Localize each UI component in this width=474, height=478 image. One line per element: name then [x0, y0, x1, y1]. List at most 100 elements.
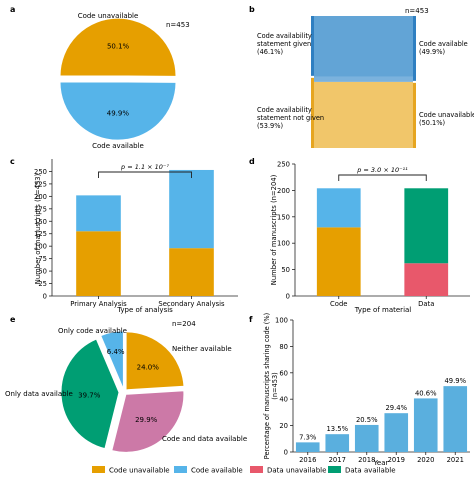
legend-label-0: Code unavailable: [109, 467, 170, 475]
y-tick-label-8: 200: [34, 193, 47, 201]
bar-secondary-analysis-1: [169, 169, 214, 249]
panel-letter-c: c: [10, 157, 15, 166]
y-tick-label-3: 60: [279, 369, 288, 377]
legend-swatch-2: [250, 466, 263, 473]
panel-f-bar-chart: 0 20 40 60 80 100 7.3% 2016 13.5% 2017 20.5% 2018 29…: [263, 313, 470, 467]
y-tick-label-0: 0: [284, 449, 288, 457]
y-tick-label-5: 125: [34, 230, 47, 238]
y-tick-label-4: 200: [277, 187, 290, 195]
sankey-node-available: [413, 16, 416, 81]
pie-slice-label-0: Only code available: [58, 327, 127, 335]
x-tick-label-0: Code: [330, 300, 347, 308]
shared-legend: Code unavailable Code available Data unava…: [92, 466, 396, 475]
pie-slice-1: [125, 331, 185, 391]
pie-value-label-0: 50.1%: [107, 42, 130, 50]
legend-swatch-3: [328, 466, 341, 473]
legend-label-1: Code available: [191, 467, 243, 475]
pie-slice-3: [60, 338, 120, 450]
bar-2020: [413, 398, 438, 452]
bar-value-label-2: 20.5%: [356, 416, 378, 424]
sample-size-label: n=453: [405, 7, 429, 15]
x-tick-label-4: 2020: [417, 456, 434, 464]
sankey-node-given: [311, 16, 314, 76]
x-tick-label-3: 2019: [388, 456, 405, 464]
bar-2019: [384, 413, 409, 452]
bar-secondary-analysis-0: [169, 248, 214, 296]
bar-code-1: [316, 188, 361, 228]
y-tick-label-9: 225: [34, 180, 47, 188]
sample-size-label: n=204: [172, 320, 196, 328]
y-tick-label-0: 0: [43, 293, 47, 301]
y-axis-label: Number of manuscripts (n=204): [270, 174, 278, 285]
x-tick-label-2: 2018: [358, 456, 375, 464]
pie-value-label-3: 39.7%: [78, 392, 101, 400]
sankey-flow-not-given-to-unavailable: [314, 81, 413, 148]
bar-value-label-5: 49.9%: [444, 377, 466, 385]
panel-letter-f: f: [249, 315, 253, 324]
pie-slice-label-2: Code and data available: [162, 435, 247, 443]
bar-value-label-3: 29.4%: [385, 404, 407, 412]
bar-2016: [295, 442, 320, 452]
y-tick-label-5: 100: [275, 317, 288, 325]
x-axis-label: Type of analysis: [116, 306, 173, 314]
bar-value-label-1: 13.5%: [326, 425, 348, 433]
sankey-right-label-0-line1: Code available: [419, 40, 468, 48]
bar-data-1: [404, 188, 449, 264]
x-axis-label: Year: [373, 459, 389, 467]
bar-data-0: [404, 263, 449, 296]
y-tick-label-2: 40: [279, 396, 288, 404]
bar-primary-analysis-0: [76, 231, 121, 296]
legend-label-2: Data unavailable: [267, 467, 326, 475]
sankey-right-label-0-line2: (49.9%): [419, 48, 445, 56]
y-tick-label-3: 75: [38, 255, 47, 263]
panel-a-pie-chart: 50.1% 49.9% Code unavailable Code available…: [59, 12, 190, 150]
sankey-node-not-given: [311, 77, 314, 148]
bar-2021: [443, 386, 468, 452]
bar-value-label-4: 40.6%: [415, 389, 437, 397]
panel-c-p-value: p = 1.1 × 10⁻⁷: [120, 163, 169, 171]
y-tick-label-1: 25: [38, 280, 47, 288]
legend-label-3: Data available: [345, 467, 396, 475]
panel-letter-a: a: [10, 5, 15, 14]
bar-2017: [325, 434, 350, 452]
bar-2018: [354, 424, 379, 452]
sankey-right-label-1-line1: Code unavailable: [419, 111, 474, 119]
pie-value-label-1: 49.9%: [107, 110, 130, 118]
x-axis-label: Type of material: [354, 306, 412, 314]
bar-primary-analysis-1: [76, 195, 121, 232]
panel-d-bar-chart: 0 50 100 150 200 250 Code Data p = 3.0 × 10⁻¹¹ Ty…: [270, 161, 470, 314]
panel-d-bracket: [338, 174, 427, 181]
sankey-left-label-1-line1: Code availability: [257, 106, 312, 114]
y-axis-label-line1: Percentage of manuscripts sharing code (…: [263, 313, 271, 459]
panel-c-bracket: [98, 171, 192, 178]
y-tick-label-4: 100: [34, 243, 47, 251]
pie-slice-label-3: Only data available: [5, 390, 73, 398]
pie-value-label-1: 24.0%: [137, 364, 160, 372]
y-tick-label-1: 50: [281, 266, 290, 274]
pie-slice-label-0: Code unavailable: [78, 12, 139, 20]
sankey-left-label-1-line3: (53.9%): [257, 122, 283, 130]
sankey-left-label-1-line2: statement not given: [257, 114, 324, 122]
sankey-left-label-0-line1: Code availability: [257, 32, 312, 40]
panel-letter-d: d: [249, 157, 255, 166]
y-tick-label-1: 20: [279, 422, 288, 430]
pie-slice-0: [100, 330, 124, 390]
y-tick-label-10: 250: [34, 168, 47, 176]
sankey-flow-not-given-to-available: [314, 76, 413, 82]
x-tick-label-1: 2017: [329, 456, 346, 464]
y-tick-label-4: 80: [279, 343, 288, 351]
y-tick-label-2: 50: [38, 268, 47, 276]
pie-slice-2: [111, 390, 185, 453]
sample-size-label: n=453: [166, 21, 190, 29]
pie-value-label-0: 6.4%: [107, 348, 125, 356]
pie-slice-label-1: Code available: [92, 142, 144, 150]
y-tick-label-0: 0: [286, 293, 290, 301]
panel-letter-e: e: [10, 315, 16, 324]
pie-slice-0: [59, 17, 177, 77]
panel-d-p-value: p = 3.0 × 10⁻¹¹: [356, 166, 408, 174]
sankey-left-label-0-line3: (46.1%): [257, 48, 283, 56]
sankey-node-unavailable: [413, 82, 416, 148]
y-tick-label-5: 250: [277, 161, 290, 169]
bar-code-0: [316, 227, 361, 296]
